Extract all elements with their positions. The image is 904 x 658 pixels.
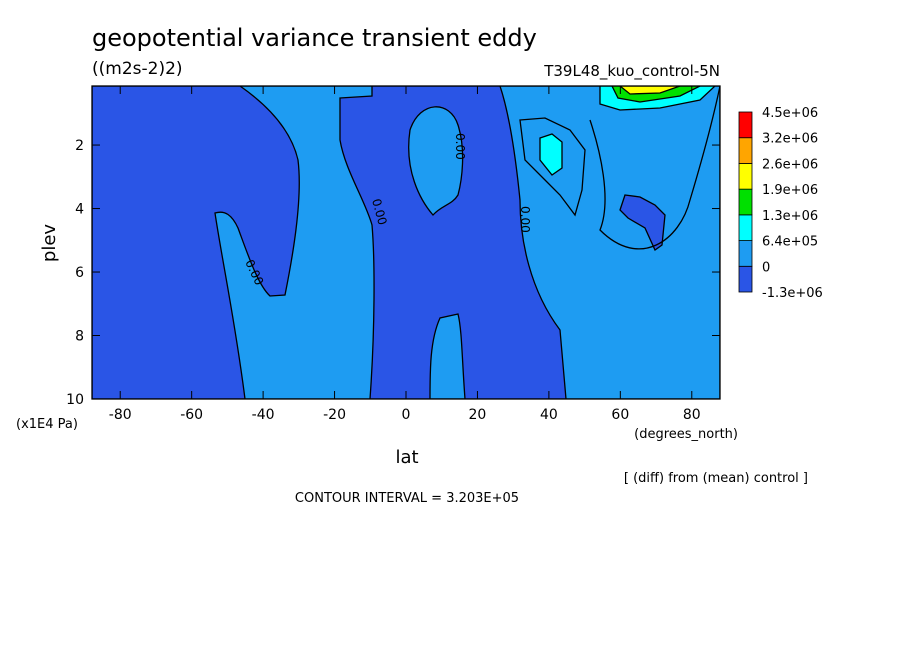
y-units: (x1E4 Pa) <box>16 417 78 432</box>
dataset-label: T39L48_kuo_control-5N <box>543 62 720 81</box>
x-tick-label: 60 <box>611 407 629 423</box>
colorbar-label: 2.6e+06 <box>762 157 818 172</box>
x-tick-label: 0 <box>402 407 411 423</box>
colorbar-box <box>738 163 753 190</box>
region <box>408 106 464 216</box>
x-tick-label: -80 <box>109 407 132 423</box>
y-tick-label: 6 <box>75 265 84 281</box>
contour-label: 0.00 <box>518 206 532 233</box>
region <box>618 86 681 95</box>
colorbar-box <box>738 137 753 164</box>
colorbar-label: -1.3e+06 <box>762 286 823 301</box>
colorbar-box <box>738 240 753 267</box>
colorbar-box <box>738 265 753 293</box>
colorbar-box <box>738 214 753 241</box>
contour-interval: CONTOUR INTERVAL = 3.203E+05 <box>295 491 519 506</box>
region <box>92 86 300 399</box>
chart-title: geopotential variance transient eddy <box>92 24 537 52</box>
colorbar-label: 6.4e+05 <box>762 235 818 250</box>
region <box>519 117 586 217</box>
region <box>339 86 567 399</box>
chart-subtitle: ((m2s-2)2) <box>92 59 183 79</box>
region <box>619 194 666 251</box>
x-axis-label: lat <box>395 447 418 468</box>
x-tick-label: -40 <box>252 407 275 423</box>
x-tick-label: 20 <box>469 407 487 423</box>
colorbar-label: 0 <box>762 260 770 275</box>
colorbar-label: 3.2e+06 <box>762 132 818 147</box>
x-tick-label: 80 <box>683 407 701 423</box>
contour-line <box>589 86 720 250</box>
x-tick-label: -20 <box>323 407 346 423</box>
note: [ (diff) from (mean) control ] <box>624 471 808 486</box>
y-tick-label: 8 <box>75 329 84 345</box>
x-units: (degrees_north) <box>634 427 738 442</box>
y-tick-label: 4 <box>75 202 84 218</box>
x-tick-label: -60 <box>180 407 203 423</box>
x-tick-label: 40 <box>540 407 558 423</box>
y-axis-label: plev <box>39 224 60 263</box>
colorbar-box <box>738 188 753 216</box>
colorbar-label: 1.9e+06 <box>762 183 818 198</box>
region <box>539 133 563 176</box>
y-tick-label: 10 <box>66 392 84 408</box>
colorbar-box <box>738 111 753 139</box>
contour-label: 0.00 <box>453 133 467 160</box>
contour-field <box>92 86 720 399</box>
contour-label: 0.00 <box>369 197 389 226</box>
y-tick-label: 2 <box>75 138 84 154</box>
colorbar-label: 4.5e+06 <box>762 106 818 121</box>
colorbar-label: 1.3e+06 <box>762 209 818 224</box>
